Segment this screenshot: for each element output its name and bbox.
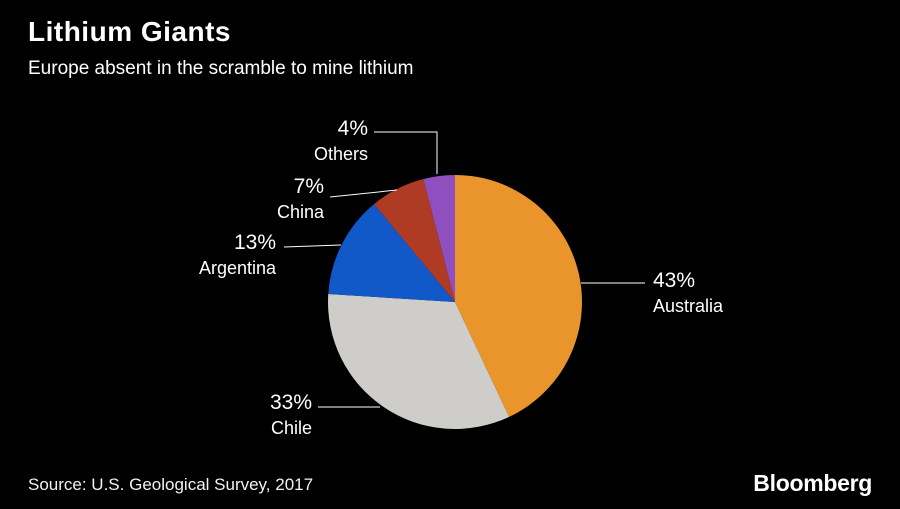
pie-slice-australia	[455, 175, 582, 417]
source-note: Source: U.S. Geological Survey, 2017	[28, 475, 314, 494]
slice-percent: 43%	[653, 269, 696, 292]
pie-slice-chile	[328, 294, 510, 429]
bloomberg-logo: Bloomberg	[753, 470, 872, 496]
slice-label-others: 4% Others	[314, 116, 368, 167]
slice-name: Others	[313, 144, 368, 164]
chart-header: Lithium Giants Europe absent in the scra…	[28, 16, 413, 80]
pie-slice-china	[374, 178, 455, 302]
leader-line-argentina	[283, 244, 342, 248]
slice-label-china: 7% China	[277, 174, 324, 225]
pie-slice-others	[423, 175, 455, 302]
slice-name: Argentina	[198, 258, 276, 278]
slice-label-chile: 33% Chile	[270, 390, 312, 441]
leader-line-china	[329, 189, 398, 198]
page-subtitle: Europe absent in the scramble to mine li…	[28, 58, 414, 79]
slice-name: Australia	[653, 296, 724, 316]
leader-line-others	[374, 131, 438, 174]
page-title: Lithium Giants	[28, 16, 231, 47]
slice-percent: 4%	[337, 117, 368, 140]
slice-percent: 7%	[293, 175, 324, 198]
slice-percent: 13%	[233, 231, 276, 254]
slice-label-argentina: 13% Argentina	[199, 230, 276, 281]
slice-name: China	[276, 202, 324, 222]
slice-percent: 33%	[269, 391, 312, 414]
pie-slice-argentina	[328, 204, 455, 302]
slice-name: Chile	[270, 418, 312, 438]
slice-label-australia: 43% Australia	[653, 268, 723, 319]
